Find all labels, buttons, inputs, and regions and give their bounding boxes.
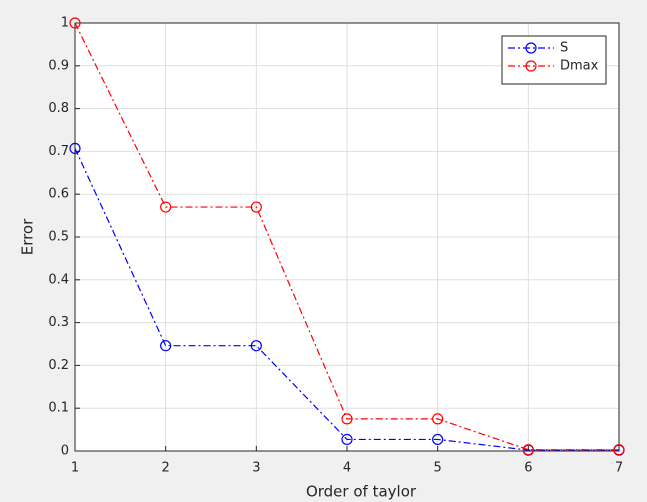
y-tick-label: 1 [61, 16, 69, 31]
series-marker [250, 201, 262, 213]
legend-box [501, 35, 607, 85]
y-tick-label: 0.4 [48, 272, 69, 287]
y-tick-label: 0.1 [48, 401, 69, 416]
y-axis-label: Error [19, 218, 37, 255]
x-tick-label: 3 [252, 461, 260, 476]
y-tick-label: 0 [61, 444, 69, 459]
series-marker [341, 413, 353, 425]
legend-marker [525, 60, 537, 72]
y-tick-label: 0.7 [48, 144, 69, 159]
series-marker [432, 433, 444, 446]
x-tick-label: 6 [524, 461, 532, 476]
series-marker [432, 413, 444, 425]
y-tick-label: 0.8 [48, 101, 69, 116]
series-line [74, 148, 619, 451]
series-line [74, 22, 619, 451]
y-tick-label: 0.2 [48, 358, 69, 373]
legend-label: Dmax [560, 59, 599, 74]
series-marker [341, 433, 353, 446]
y-tick-label: 0.3 [48, 315, 69, 330]
plot-frame [74, 22, 620, 452]
series-marker [160, 340, 172, 352]
x-tick-label: 4 [343, 461, 351, 476]
x-tick-label: 1 [71, 461, 79, 476]
series-marker [613, 444, 625, 456]
series-marker [160, 201, 172, 213]
x-tick-label: 5 [434, 461, 442, 476]
series-marker [522, 444, 534, 456]
y-tick-label: 0.9 [48, 58, 69, 73]
series-marker [69, 142, 81, 155]
y-tick-label: 0.6 [48, 187, 69, 202]
y-tick-label: 0.5 [48, 230, 69, 245]
series-marker [69, 17, 81, 29]
x-tick-label: 2 [162, 461, 170, 476]
x-tick-label: 7 [615, 461, 623, 476]
series-marker [250, 340, 262, 352]
x-axis-label: Order of taylor [306, 483, 417, 501]
legend-marker [525, 42, 537, 54]
legend-label: S [560, 41, 568, 56]
